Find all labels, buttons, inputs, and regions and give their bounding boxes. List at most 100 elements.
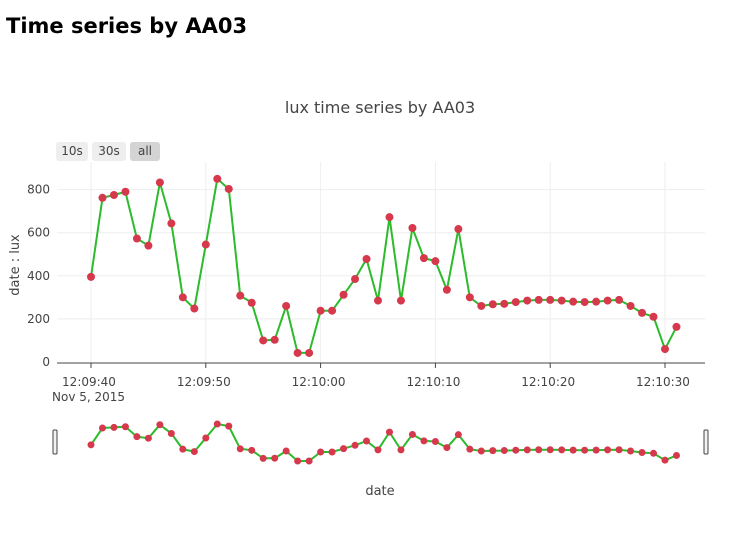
data-point[interactable] — [121, 187, 130, 196]
data-point[interactable] — [557, 296, 566, 305]
data-point[interactable] — [132, 234, 141, 243]
data-point[interactable] — [178, 293, 187, 302]
x-axis-ticks: 12:09:40 12:09:50 12:10:00 12:10:10 12:10:20… — [62, 363, 690, 389]
range-slider-point — [443, 444, 451, 452]
data-point[interactable] — [109, 190, 118, 199]
data-point[interactable] — [477, 301, 486, 310]
range-slider-point — [236, 445, 244, 453]
range-slider-point — [615, 446, 623, 454]
data-point[interactable] — [316, 306, 325, 315]
data-point[interactable] — [500, 299, 509, 308]
range-slider-point — [351, 441, 359, 449]
data-point[interactable] — [511, 298, 520, 307]
data-point[interactable] — [569, 297, 578, 306]
range-slider-left-handle[interactable] — [52, 429, 58, 455]
range-slider-point — [592, 446, 600, 454]
range-slider-point — [121, 423, 129, 431]
range-slider-point — [454, 431, 462, 439]
range-slider-point — [374, 446, 382, 454]
range-slider-markers — [87, 420, 680, 465]
data-point[interactable] — [270, 335, 279, 344]
data-point[interactable] — [672, 322, 681, 331]
data-point[interactable] — [615, 295, 624, 304]
range-button-10s[interactable]: 10s — [56, 142, 88, 161]
data-point[interactable] — [87, 272, 95, 281]
data-point[interactable] — [201, 240, 210, 249]
data-point[interactable] — [236, 291, 245, 300]
y-tick-label: 800 — [27, 183, 50, 197]
range-slider-point — [477, 447, 485, 455]
data-point[interactable] — [638, 308, 647, 317]
data-point[interactable] — [419, 254, 428, 263]
range-button-all[interactable]: all — [130, 142, 160, 161]
range-slider-point — [546, 446, 554, 454]
series-line — [90, 176, 678, 354]
data-point[interactable] — [293, 348, 302, 357]
data-point[interactable] — [362, 254, 371, 263]
range-slider-point — [213, 420, 221, 428]
x-axis-title: date — [365, 484, 394, 499]
data-point[interactable] — [339, 290, 348, 299]
data-point[interactable] — [580, 298, 589, 307]
data-point[interactable] — [454, 225, 463, 234]
range-slider-point — [672, 451, 680, 459]
range-slider-point — [363, 437, 371, 445]
range-slider-point — [466, 445, 474, 453]
data-point[interactable] — [385, 213, 394, 222]
data-point[interactable] — [98, 193, 107, 202]
data-point[interactable] — [224, 184, 233, 193]
chart-title: lux time series by AA03 — [284, 98, 476, 117]
range-slider-point — [408, 430, 416, 438]
data-point[interactable] — [190, 304, 199, 313]
range-slider-right-handle[interactable] — [703, 429, 709, 455]
range-button-30s[interactable]: 30s — [92, 142, 126, 161]
range-slider-point — [167, 429, 175, 437]
range-slider-point — [328, 448, 336, 456]
range-slider-point — [340, 445, 348, 453]
plot-area — [87, 174, 681, 357]
data-point[interactable] — [649, 312, 658, 321]
y-tick-label: 400 — [27, 269, 50, 283]
data-point[interactable] — [282, 301, 291, 310]
data-point[interactable] — [626, 301, 635, 310]
x-tick-label: 12:10:20 — [521, 375, 575, 389]
data-point[interactable] — [396, 296, 405, 305]
range-slider-point — [420, 437, 428, 445]
data-point[interactable] — [465, 293, 474, 302]
data-point[interactable] — [247, 298, 256, 307]
range-slider-point — [558, 446, 566, 454]
range-slider-point — [190, 448, 198, 456]
data-point[interactable] — [144, 241, 153, 250]
data-point[interactable] — [523, 296, 532, 305]
range-slider-point — [489, 447, 497, 455]
range-slider-point — [397, 446, 405, 454]
data-point[interactable] — [351, 275, 360, 284]
data-point[interactable] — [374, 296, 382, 305]
data-point[interactable] — [167, 219, 176, 228]
range-slider[interactable] — [52, 420, 709, 465]
y-axis-title: date : lux — [8, 234, 23, 296]
x-tick-label: 12:09:40 — [62, 375, 116, 389]
data-point[interactable] — [442, 285, 451, 294]
x-axis-date-label: Nov 5, 2015 — [52, 390, 125, 404]
data-point[interactable] — [259, 336, 268, 345]
range-slider-point — [385, 428, 393, 436]
x-tick-label: 12:09:50 — [177, 375, 231, 389]
data-point[interactable] — [328, 306, 337, 315]
data-point[interactable] — [592, 297, 601, 306]
data-point[interactable] — [431, 257, 440, 266]
data-point[interactable] — [534, 295, 543, 304]
data-point[interactable] — [603, 296, 612, 305]
data-point[interactable] — [488, 300, 497, 309]
y-tick-label: 0 — [42, 355, 50, 369]
data-point[interactable] — [155, 178, 164, 187]
data-point[interactable] — [408, 223, 417, 232]
page-title: Time series by AA03 — [6, 14, 248, 38]
data-point[interactable] — [305, 348, 314, 357]
range-slider-point — [133, 433, 141, 441]
x-tick-label: 12:10:10 — [406, 375, 460, 389]
data-point[interactable] — [213, 174, 222, 183]
data-point[interactable] — [546, 295, 555, 304]
data-point[interactable] — [661, 345, 669, 354]
